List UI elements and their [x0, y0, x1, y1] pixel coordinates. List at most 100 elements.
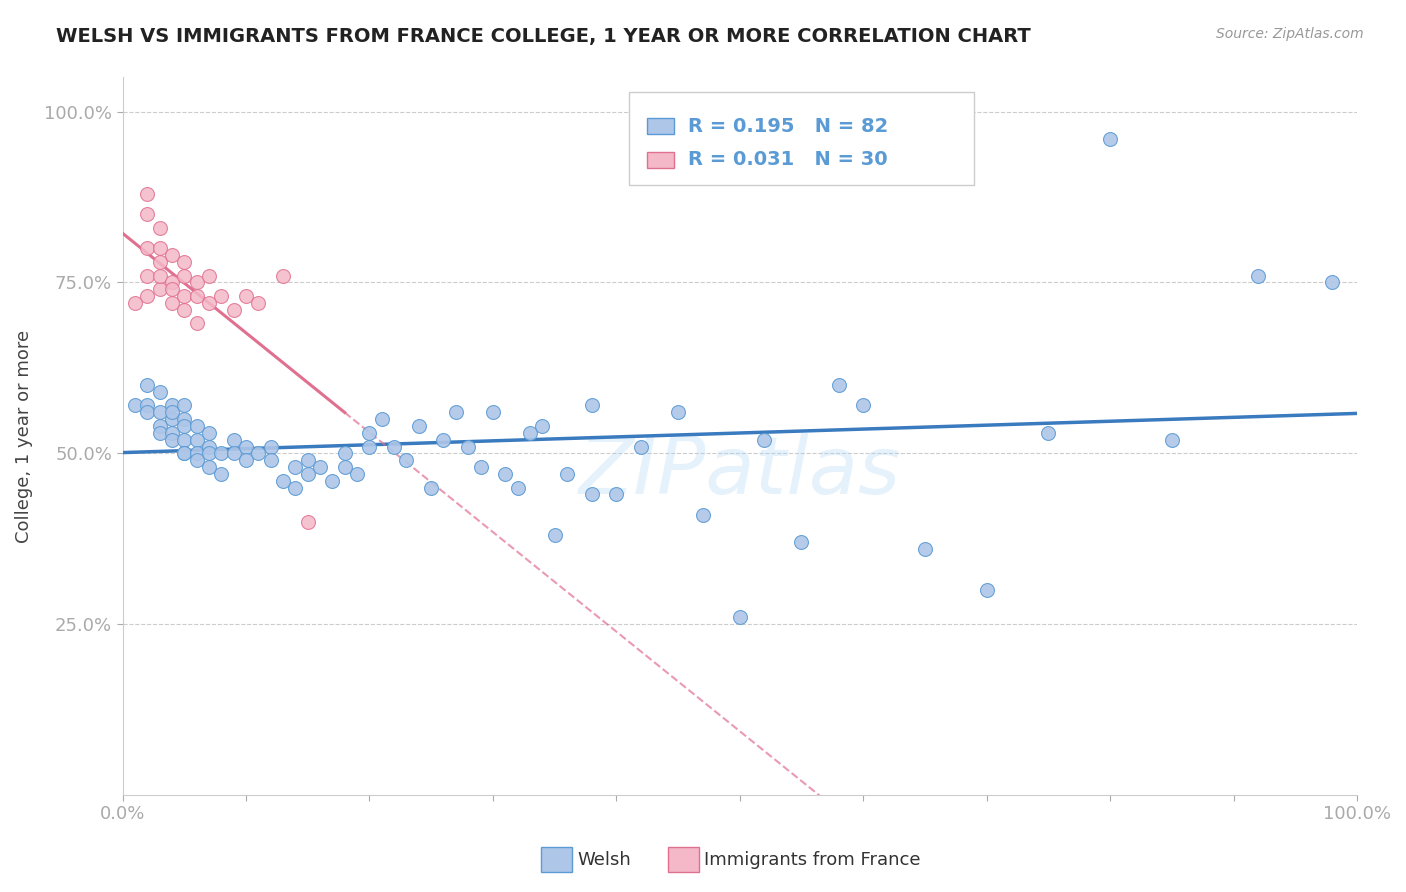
Point: [382, 440, 405, 454]
Point: [160, 276, 183, 290]
Point: [555, 467, 578, 481]
Point: [160, 412, 183, 426]
Point: [148, 384, 170, 399]
Point: [148, 425, 170, 440]
Point: [1160, 433, 1182, 447]
Point: [136, 186, 159, 201]
Point: [1038, 425, 1060, 440]
Point: [173, 433, 195, 447]
Point: [1247, 268, 1270, 283]
Point: [198, 425, 221, 440]
Point: [148, 419, 170, 434]
Point: [186, 317, 208, 331]
Point: [359, 440, 381, 454]
Point: [235, 440, 257, 454]
Point: [333, 460, 356, 475]
Point: [494, 467, 516, 481]
Point: [444, 405, 467, 419]
Point: [186, 419, 208, 434]
Point: [136, 378, 159, 392]
Point: [605, 487, 627, 501]
Text: Immigrants from France: Immigrants from France: [704, 851, 921, 869]
Point: [852, 399, 875, 413]
Point: [186, 276, 208, 290]
Y-axis label: College, 1 year or more: College, 1 year or more: [15, 330, 32, 543]
Point: [173, 302, 195, 317]
Point: [148, 268, 170, 283]
Point: [186, 446, 208, 460]
Point: [160, 248, 183, 262]
Point: [457, 440, 479, 454]
Point: [186, 433, 208, 447]
Point: [976, 582, 998, 597]
Point: [186, 453, 208, 467]
Text: ZIPatlas: ZIPatlas: [579, 434, 901, 511]
Point: [173, 446, 195, 460]
Point: [1099, 132, 1122, 146]
Point: [531, 419, 554, 434]
Point: [333, 446, 356, 460]
Point: [148, 255, 170, 269]
Point: [173, 289, 195, 303]
Point: [692, 508, 714, 522]
Point: [395, 453, 418, 467]
Point: [543, 528, 565, 542]
Point: [148, 405, 170, 419]
Point: [260, 440, 283, 454]
Point: [198, 440, 221, 454]
Point: [827, 378, 849, 392]
Point: [346, 467, 368, 481]
Point: [136, 268, 159, 283]
Point: [136, 207, 159, 221]
Point: [160, 282, 183, 296]
Point: [222, 433, 245, 447]
Point: [247, 446, 270, 460]
Point: [297, 515, 319, 529]
Point: [124, 296, 146, 310]
Point: [222, 446, 245, 460]
Point: [470, 460, 492, 475]
Point: [148, 282, 170, 296]
Point: [124, 399, 146, 413]
FancyBboxPatch shape: [647, 152, 675, 168]
Point: [186, 289, 208, 303]
Point: [728, 610, 751, 624]
Point: [506, 481, 529, 495]
Point: [235, 453, 257, 467]
Point: [160, 425, 183, 440]
FancyBboxPatch shape: [628, 92, 974, 185]
Point: [198, 268, 221, 283]
Point: [148, 220, 170, 235]
Point: [581, 487, 603, 501]
Point: [371, 412, 394, 426]
Point: [198, 296, 221, 310]
Point: [482, 405, 505, 419]
Point: [173, 412, 195, 426]
Point: [173, 399, 195, 413]
Point: [271, 268, 294, 283]
Point: [914, 541, 936, 556]
Point: [173, 268, 195, 283]
Point: [247, 296, 270, 310]
Point: [260, 453, 283, 467]
Point: [136, 241, 159, 255]
Point: [160, 296, 183, 310]
Point: [1322, 276, 1344, 290]
Point: [173, 255, 195, 269]
Point: [160, 405, 183, 419]
Text: Source: ZipAtlas.com: Source: ZipAtlas.com: [1216, 27, 1364, 41]
Point: [297, 453, 319, 467]
Point: [271, 474, 294, 488]
Point: [519, 425, 541, 440]
Point: [209, 289, 232, 303]
Point: [790, 535, 813, 549]
Point: [222, 302, 245, 317]
Text: Welsh: Welsh: [578, 851, 631, 869]
Point: [198, 460, 221, 475]
Point: [136, 405, 159, 419]
Point: [666, 405, 689, 419]
Point: [136, 399, 159, 413]
Point: [160, 433, 183, 447]
Point: [160, 399, 183, 413]
Point: [359, 425, 381, 440]
